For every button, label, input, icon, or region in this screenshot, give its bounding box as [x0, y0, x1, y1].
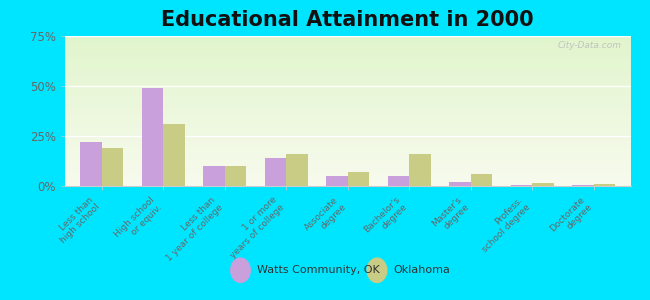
Text: Oklahoma: Oklahoma — [393, 265, 450, 275]
Ellipse shape — [367, 258, 387, 283]
Bar — [102, 148, 124, 186]
Bar — [348, 172, 369, 186]
Bar — [572, 185, 593, 186]
Bar — [387, 176, 410, 186]
Bar — [593, 184, 615, 186]
Bar — [532, 183, 554, 186]
Ellipse shape — [231, 258, 250, 283]
Bar — [511, 185, 532, 186]
Bar — [81, 142, 102, 186]
Bar — [326, 176, 348, 186]
Bar — [286, 154, 308, 186]
Bar — [449, 182, 471, 186]
Bar — [225, 166, 246, 186]
Bar — [265, 158, 286, 186]
Bar — [163, 124, 185, 186]
Bar — [142, 88, 163, 186]
Bar — [203, 166, 225, 186]
Title: Educational Attainment in 2000: Educational Attainment in 2000 — [161, 10, 534, 30]
Text: Watts Community, OK: Watts Community, OK — [257, 265, 380, 275]
Text: City-Data.com: City-Data.com — [558, 40, 622, 50]
Bar — [471, 174, 492, 186]
Bar — [410, 154, 431, 186]
